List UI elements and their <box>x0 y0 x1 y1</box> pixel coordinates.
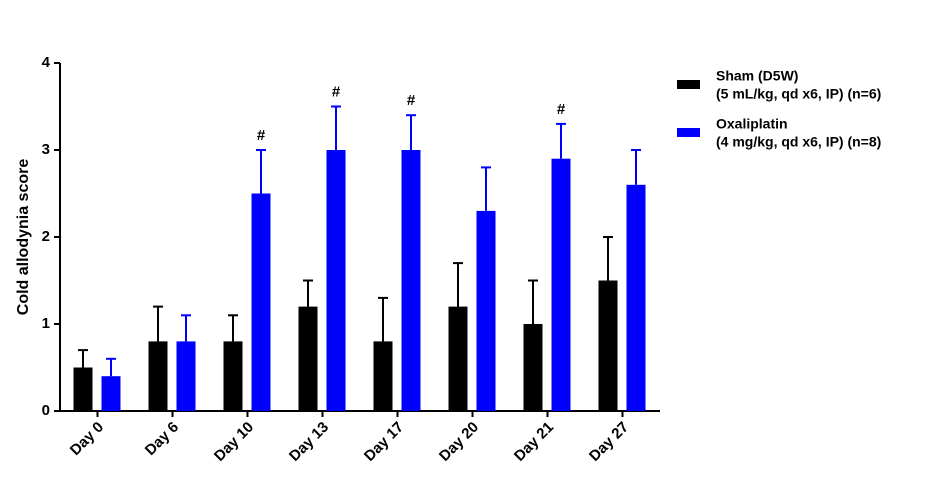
legend-detail: (5 mL/kg, qd x6, IP) (n=6) <box>716 86 881 102</box>
bar <box>448 306 468 411</box>
x-tick-label: Day 6 <box>142 419 182 459</box>
x-tick-label: Day 0 <box>67 419 107 459</box>
y-tick-label: 4 <box>42 54 51 71</box>
bar <box>251 193 271 411</box>
y-tick-label: 2 <box>42 228 50 245</box>
significance-label: # <box>407 92 416 109</box>
bar <box>401 150 421 411</box>
bar <box>148 341 168 411</box>
bar <box>598 280 618 411</box>
significance-label: # <box>257 127 266 144</box>
bar <box>523 324 543 411</box>
bar <box>223 341 243 411</box>
y-axis-label: Cold allodynia score <box>15 159 32 316</box>
x-tick-label: Day 21 <box>511 419 557 465</box>
x-tick-label: Day 10 <box>211 419 257 465</box>
significance-label: # <box>332 83 341 100</box>
bar <box>326 150 346 411</box>
significance-label: # <box>557 101 566 118</box>
bar <box>373 341 393 411</box>
bar <box>73 367 93 411</box>
y-tick-label: 1 <box>42 315 50 332</box>
bar <box>176 341 196 411</box>
x-tick-label: Day 20 <box>436 419 482 465</box>
bar <box>626 184 646 411</box>
bar <box>101 376 121 411</box>
x-tick-label: Day 17 <box>361 419 407 465</box>
legend-swatch <box>677 128 700 137</box>
legend-swatch <box>677 80 700 89</box>
bar <box>298 306 318 411</box>
legend-label: Sham (D5W) <box>716 68 798 84</box>
x-tick-label: Day 27 <box>586 419 632 465</box>
bar <box>476 210 496 411</box>
y-tick-label: 3 <box>42 141 50 158</box>
legend-detail: (4 mg/kg, qd x6, IP) (n=8) <box>716 134 881 150</box>
bar <box>551 158 571 411</box>
x-tick-label: Day 13 <box>286 419 332 465</box>
legend-label: Oxaliplatin <box>716 116 788 132</box>
y-tick-label: 0 <box>42 402 50 419</box>
